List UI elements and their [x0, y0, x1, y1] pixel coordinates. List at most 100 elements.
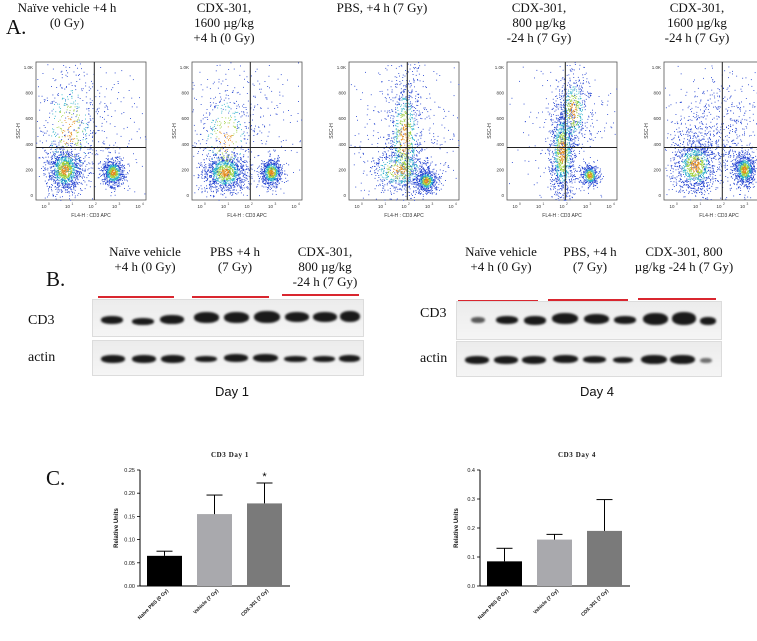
cell-dot: [234, 148, 236, 150]
cell-dot: [241, 180, 243, 182]
cell-dot: [218, 175, 220, 176]
cell-dot: [128, 143, 130, 145]
cell-dot: [116, 172, 118, 174]
cell-dot: [220, 178, 222, 180]
cell-dot: [226, 182, 228, 183]
x-axis-label: FL4-H : CD3 APC: [71, 213, 111, 219]
cell-dot: [233, 149, 235, 151]
cell-dot: [67, 162, 68, 164]
cell-dot: [225, 94, 227, 96]
cell-dot: [439, 176, 440, 177]
cell-dot: [277, 159, 279, 161]
cell-dot: [62, 172, 64, 174]
cell-dot: [205, 170, 206, 172]
cell-dot: [233, 154, 235, 156]
cell-dot: [77, 162, 79, 164]
cell-dot: [114, 185, 116, 186]
cell-dot: [69, 155, 70, 157]
cell-dot: [78, 171, 79, 173]
cell-dot: [104, 103, 106, 104]
cell-dot: [205, 172, 207, 174]
cell-dot: [77, 156, 79, 158]
cell-dot: [57, 160, 58, 162]
cell-dot: [274, 149, 276, 151]
cell-dot: [229, 180, 231, 182]
cell-dot: [108, 181, 110, 183]
cell-dot: [70, 136, 72, 138]
cell-dot: [230, 172, 232, 173]
cell-dot: [69, 165, 71, 166]
cell-dot: [73, 138, 74, 140]
cell-dot: [234, 103, 236, 104]
cell-dot: [262, 177, 264, 179]
cell-dot: [279, 164, 281, 166]
cell-dot: [232, 170, 234, 172]
cell-dot: [76, 166, 78, 167]
cell-dot: [225, 90, 227, 92]
cell-dot: [265, 168, 267, 170]
cell-dot: [114, 169, 116, 171]
cell-dot: [55, 161, 57, 163]
cell-dot: [229, 159, 231, 161]
cell-dot: [257, 167, 258, 169]
cell-dot: [132, 79, 134, 81]
cell-dot: [198, 167, 200, 168]
cell-dot: [60, 167, 62, 169]
cell-dot: [71, 145, 73, 147]
cell-dot: [226, 175, 228, 177]
cell-dot: [58, 191, 59, 193]
cell-dot: [194, 145, 196, 147]
cell-dot: [114, 175, 116, 177]
cell-dot: [226, 164, 228, 166]
cell-dot: [203, 169, 205, 171]
cell-dot: [114, 160, 116, 162]
cell-dot: [53, 100, 55, 102]
cell-dot: [109, 180, 111, 181]
cell-dot: [63, 185, 64, 187]
cell-dot: [116, 174, 117, 176]
cell-dot: [243, 112, 245, 114]
cell-dot: [59, 111, 61, 113]
cell-dot: [63, 178, 65, 180]
cell-dot: [227, 190, 229, 192]
cell-dot: [72, 163, 74, 164]
cell-dot: [216, 166, 218, 168]
cell-dot: [433, 192, 435, 194]
cell-dot: [51, 143, 53, 145]
cell-dot: [256, 185, 258, 187]
cell-dot: [214, 162, 216, 164]
cell-dot: [124, 168, 126, 169]
cell-dot: [66, 169, 68, 171]
cell-dot: [77, 170, 79, 172]
cell-dot: [69, 177, 70, 178]
cell-dot: [67, 179, 69, 181]
cell-dot: [89, 102, 91, 104]
cell-dot: [76, 154, 78, 156]
cell-dot: [62, 164, 63, 166]
cell-dot: [92, 163, 93, 165]
cell-dot: [114, 165, 116, 167]
cell-dot: [110, 165, 112, 167]
cell-dot: [68, 176, 70, 178]
cell-dot: [84, 160, 86, 162]
cell-dot: [55, 171, 56, 173]
cell-dot: [248, 135, 250, 137]
cell-dot: [41, 168, 42, 169]
cell-dot: [428, 171, 430, 172]
cell-dot: [269, 172, 271, 174]
cell-dot: [217, 172, 219, 174]
cell-dot: [201, 164, 203, 166]
cell-dot: [117, 186, 119, 188]
cell-dot: [227, 155, 229, 157]
cell-dot: [99, 170, 101, 171]
cell-dot: [81, 68, 82, 70]
cell-dot: [49, 176, 51, 178]
cell-dot: [276, 164, 278, 166]
cell-dot: [225, 117, 227, 119]
cell-dot: [70, 165, 72, 167]
cell-dot: [221, 182, 223, 184]
cell-dot: [63, 187, 65, 189]
cell-dot: [244, 126, 246, 127]
cell-dot: [243, 174, 245, 175]
cell-dot: [418, 191, 419, 193]
